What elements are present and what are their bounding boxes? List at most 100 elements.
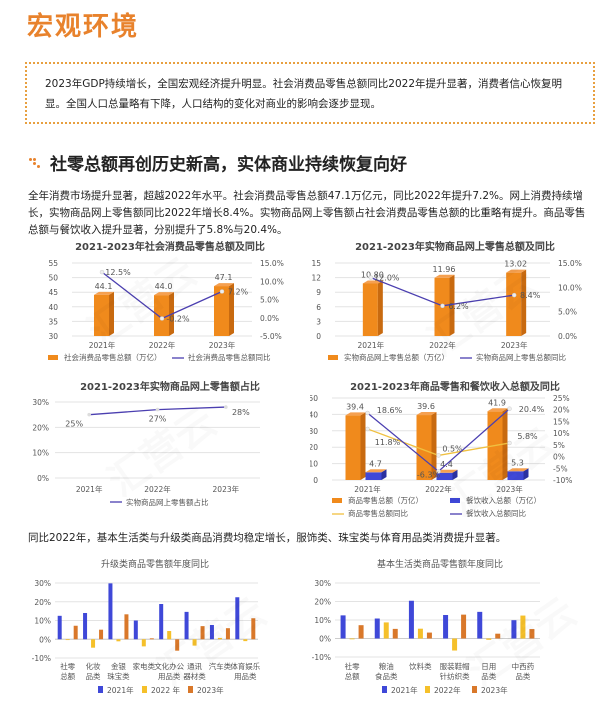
- section-heading: 社零总额再创历史新高，实体商业持续恢复向好: [28, 150, 407, 175]
- svg-text:30: 30: [48, 332, 58, 341]
- svg-text:2023年: 2023年: [496, 484, 523, 494]
- svg-text:-10%: -10%: [312, 653, 331, 662]
- svg-text:饮料类: 饮料类: [409, 661, 432, 671]
- chart-online-share: 2021-2023年实物商品网上零售额占比 30% 20% 10% 0% 25% 2021年…: [30, 378, 310, 518]
- svg-text:39.6: 39.6: [417, 402, 435, 411]
- svg-text:2021年: 2021年: [358, 340, 385, 350]
- svg-text:实物商品网上零售总额（万亿）: 实物商品网上零售总额（万亿）: [344, 352, 449, 362]
- svg-text:0: 0: [316, 332, 321, 341]
- svg-text:2022年: 2022年: [429, 340, 456, 350]
- svg-text:12.0%: 12.0%: [374, 274, 400, 283]
- svg-text:20%: 20%: [553, 406, 570, 415]
- chart-upgrade-categories: 升级类商品零售额年度同比 30% 20% 10% 0% -10% 社零 总额 化妆 品类 金银 珠宝类…: [30, 555, 280, 707]
- svg-text:汽车类: 汽车类: [209, 661, 232, 671]
- svg-text:2022年: 2022年: [434, 685, 461, 695]
- chart-goods-catering: 2021-2023年商品零售和餐饮收入总额及同比 50 40 30 20 10 0 25% 20…: [310, 378, 600, 518]
- svg-text:55: 55: [48, 259, 58, 268]
- svg-text:5.8%: 5.8%: [517, 432, 538, 441]
- svg-text:4.7: 4.7: [369, 459, 382, 468]
- intro-text: 2023年GDP持续增长，全国宏观经济提升明显。社会消费品零售总额同比2022年…: [45, 78, 562, 110]
- svg-text:5.3: 5.3: [511, 458, 524, 467]
- svg-text:12.5%: 12.5%: [105, 268, 131, 277]
- svg-text:0.0%: 0.0%: [558, 332, 577, 341]
- svg-text:餐饮收入总额同比: 餐饮收入总额同比: [466, 508, 526, 518]
- svg-text:0.0%: 0.0%: [260, 314, 279, 323]
- svg-text:化妆: 化妆: [86, 661, 101, 671]
- intro-box: 2023年GDP持续增长，全国宏观经济提升明显。社会消费品零售总额同比2022年…: [25, 62, 595, 124]
- svg-text:食品类: 食品类: [375, 671, 398, 681]
- svg-text:2022年: 2022年: [149, 340, 176, 350]
- svg-text:-10%: -10%: [553, 476, 572, 485]
- svg-text:50: 50: [310, 394, 318, 403]
- svg-text:45: 45: [48, 288, 58, 297]
- svg-text:11.96: 11.96: [433, 265, 456, 274]
- svg-text:社会消费品零售总额同比: 社会消费品零售总额同比: [188, 352, 271, 362]
- svg-text:40: 40: [48, 303, 58, 312]
- svg-text:40: 40: [310, 410, 318, 419]
- svg-text:家电类: 家电类: [133, 661, 156, 671]
- svg-text:器材类: 器材类: [183, 671, 206, 681]
- svg-text:5.0%: 5.0%: [260, 296, 279, 305]
- svg-text:41.9: 41.9: [488, 398, 506, 407]
- svg-text:7.2%: 7.2%: [228, 287, 249, 296]
- svg-text:体育娱乐: 体育娱乐: [230, 661, 260, 671]
- svg-text:15.0%: 15.0%: [558, 259, 582, 268]
- svg-text:13.02: 13.02: [504, 260, 527, 269]
- svg-text:30%: 30%: [34, 579, 51, 588]
- svg-text:10.0%: 10.0%: [260, 277, 284, 286]
- svg-text:39.4: 39.4: [346, 402, 364, 411]
- svg-text:20: 20: [310, 443, 318, 452]
- svg-text:2023年: 2023年: [501, 340, 528, 350]
- section-paragraph: 全年消费市场提升显著，超越2022年水平。社会消费品零售总额47.1万亿元，同比…: [28, 190, 586, 236]
- svg-text:2023年: 2023年: [481, 685, 508, 695]
- svg-text:28%: 28%: [232, 408, 250, 417]
- svg-text:商品零售总额（万亿）: 商品零售总额（万亿）: [348, 495, 423, 505]
- svg-text:6: 6: [316, 303, 321, 312]
- svg-text:10%: 10%: [553, 429, 570, 438]
- svg-text:15%: 15%: [553, 417, 570, 426]
- svg-text:2021年: 2021年: [107, 685, 134, 695]
- svg-text:30%: 30%: [32, 398, 49, 407]
- svg-text:2021年: 2021年: [76, 484, 103, 494]
- svg-text:5.0%: 5.0%: [558, 308, 577, 317]
- svg-text:0%: 0%: [319, 635, 331, 644]
- svg-text:商品零售总额同比: 商品零售总额同比: [348, 508, 408, 518]
- svg-text:10.0%: 10.0%: [558, 283, 582, 292]
- svg-text:社零: 社零: [345, 661, 360, 671]
- svg-text:20%: 20%: [34, 598, 51, 607]
- svg-text:20%: 20%: [32, 423, 49, 432]
- svg-text:餐饮收入总额（万亿）: 餐饮收入总额（万亿）: [466, 495, 541, 505]
- svg-text:20%: 20%: [314, 598, 331, 607]
- svg-text:15: 15: [311, 259, 321, 268]
- svg-text:金银: 金银: [111, 661, 126, 671]
- svg-text:品类: 品类: [515, 671, 530, 681]
- svg-text:10%: 10%: [32, 449, 49, 458]
- svg-text:服装鞋帽: 服装鞋帽: [440, 661, 470, 671]
- svg-text:实物商品网上零售额占比: 实物商品网上零售额占比: [126, 497, 209, 507]
- chart-basic-categories: 基本生活类商品零售额年度同比 30% 20% 10% 0% -10% 社零 总额 粮油 食品类 饮料…: [300, 555, 580, 707]
- svg-text:用品类: 用品类: [158, 671, 181, 681]
- svg-text:0%: 0%: [553, 453, 565, 462]
- svg-text:2023年: 2023年: [197, 685, 224, 695]
- chart-retail-total: 2021-2023年社会消费品零售总额及同比 55 50 45 40 35 30 15.0% 1…: [30, 238, 310, 378]
- svg-text:25%: 25%: [553, 394, 570, 403]
- svg-text:18.6%: 18.6%: [377, 406, 403, 415]
- svg-text:11.8%: 11.8%: [375, 438, 401, 447]
- svg-text:9: 9: [316, 288, 321, 297]
- svg-text:2023年: 2023年: [209, 340, 236, 350]
- svg-text:0%: 0%: [37, 474, 49, 483]
- svg-text:2021-2023年实物商品网上零售总额及同比: 2021-2023年实物商品网上零售总额及同比: [355, 240, 555, 253]
- svg-text:2022年: 2022年: [144, 484, 171, 494]
- svg-text:-5%: -5%: [553, 464, 568, 473]
- svg-text:-5.0%: -5.0%: [260, 332, 282, 341]
- svg-text:中西药: 中西药: [512, 661, 535, 671]
- svg-text:用品类: 用品类: [234, 671, 257, 681]
- svg-text:文化办公: 文化办公: [154, 661, 184, 671]
- svg-text:12: 12: [311, 274, 321, 283]
- svg-text:15.0%: 15.0%: [260, 259, 284, 268]
- svg-text:-6.3%: -6.3%: [417, 470, 441, 479]
- svg-text:社会消费品零售总额（万亿）: 社会消费品零售总额（万亿）: [64, 352, 162, 362]
- svg-text:品类: 品类: [86, 671, 101, 681]
- svg-text:2022 年: 2022 年: [151, 685, 180, 695]
- svg-text:总额: 总额: [345, 671, 360, 681]
